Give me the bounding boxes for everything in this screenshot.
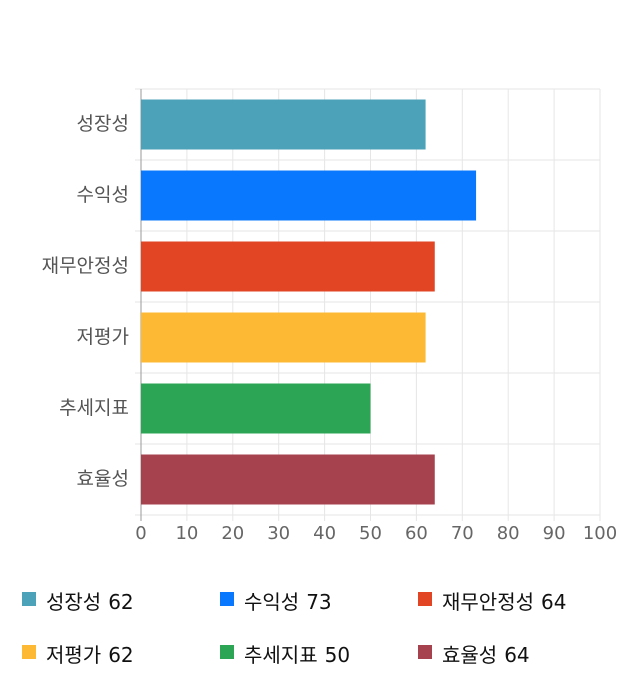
legend-swatch (220, 645, 234, 659)
bar (141, 241, 435, 292)
y-tick-label: 수익성 (77, 184, 129, 206)
x-tick-label: 60 (405, 523, 428, 544)
legend-label: 저평가 62 (46, 643, 134, 667)
legend-name: 저평가 (46, 643, 101, 667)
legend-value: 50 (325, 643, 350, 667)
legend-swatch (22, 592, 36, 606)
bar (141, 454, 435, 505)
x-tick-label: 90 (543, 523, 566, 544)
x-tick-label: 50 (359, 523, 382, 544)
legend-value: 64 (541, 590, 566, 614)
y-tick-label: 재무안정성 (42, 255, 129, 277)
legend-name: 추세지표 (244, 643, 318, 667)
bar (141, 170, 477, 221)
x-tick-label: 20 (221, 523, 244, 544)
bar (141, 383, 371, 434)
x-tick-label: 30 (267, 523, 290, 544)
y-tick-label: 성장성 (77, 113, 129, 135)
legend-value: 64 (504, 643, 529, 667)
x-tick-label: 0 (135, 523, 146, 544)
legend-name: 재무안정성 (442, 590, 534, 614)
legend-name: 수익성 (244, 590, 299, 614)
legend-label: 성장성 62 (46, 590, 134, 614)
y-tick-label: 저평가 (77, 326, 129, 348)
legend-name: 효율성 (442, 643, 497, 667)
x-tick-label: 40 (313, 523, 336, 544)
x-tick-label: 80 (497, 523, 520, 544)
legend-name: 성장성 (46, 590, 101, 614)
legend-swatch (220, 592, 234, 606)
legend-value: 73 (306, 590, 331, 614)
legend-swatch (22, 645, 36, 659)
bar (141, 312, 426, 363)
bar (141, 99, 426, 150)
legend-value: 62 (108, 590, 133, 614)
x-tick-label: 10 (175, 523, 198, 544)
legend-label: 재무안정성 64 (442, 590, 566, 614)
x-tick-label: 100 (583, 523, 617, 544)
legend-value: 62 (108, 643, 133, 667)
legend-swatch (418, 592, 432, 606)
x-tick-label: 70 (451, 523, 474, 544)
legend-label: 추세지표 50 (244, 643, 350, 667)
legend-swatch (418, 645, 432, 659)
y-tick-label: 추세지표 (59, 397, 129, 419)
y-tick-label: 효율성 (77, 468, 129, 490)
legend-label: 수익성 73 (244, 590, 332, 614)
legend-label: 효율성 64 (442, 643, 530, 667)
